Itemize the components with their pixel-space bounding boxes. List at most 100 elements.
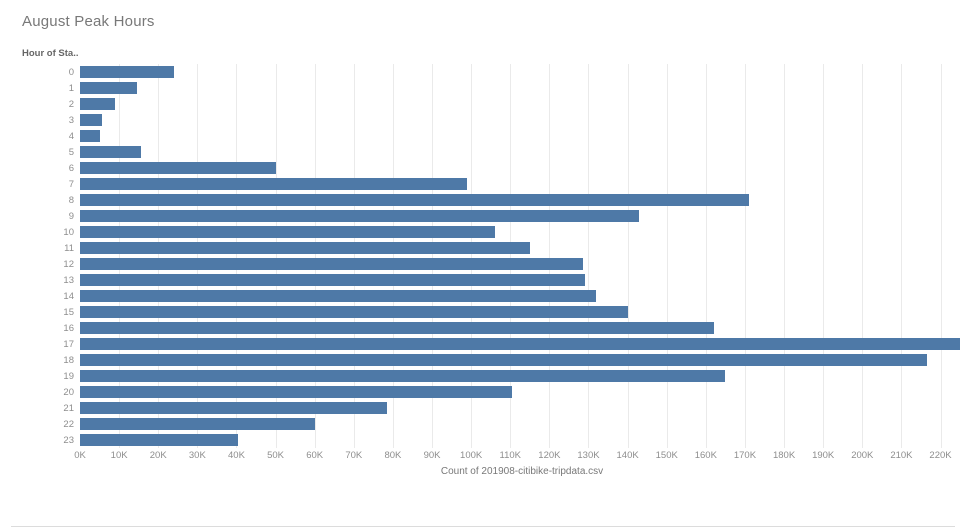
category-label-hour-3: 3 — [68, 115, 74, 126]
bar-hour-19[interactable] — [80, 370, 726, 382]
value-axis-tick-10K: 10K — [110, 450, 128, 461]
bar-hour-8[interactable] — [80, 194, 749, 206]
value-axis-tick-160K: 160K — [694, 450, 717, 461]
bar-hour-14[interactable] — [80, 290, 597, 302]
gridline-120K — [549, 64, 551, 448]
category-label-hour-18: 18 — [63, 355, 74, 366]
bar-hour-12[interactable] — [80, 258, 583, 270]
value-axis-tick-100K: 100K — [460, 450, 483, 461]
value-axis-tick-150K: 150K — [655, 450, 678, 461]
bar-hour-5[interactable] — [80, 146, 141, 158]
bar-hour-4[interactable] — [80, 130, 100, 142]
bar-hour-23[interactable] — [80, 434, 239, 446]
bar-hour-6[interactable] — [80, 162, 276, 174]
category-label-hour-1: 1 — [68, 83, 74, 94]
category-label-hour-23: 23 — [63, 435, 74, 446]
bar-row-hour-13: 13 — [63, 272, 964, 288]
value-axis-tick-130K: 130K — [577, 450, 600, 461]
bar-row-hour-10: 10 — [63, 224, 964, 240]
gridline-210K — [901, 64, 903, 448]
category-label-hour-8: 8 — [68, 195, 74, 206]
value-axis-tick-40K: 40K — [228, 450, 245, 461]
bar-row-hour-15: 15 — [63, 304, 964, 320]
value-axis-tick-90K: 90K — [423, 450, 441, 461]
bar-row-hour-18: 18 — [63, 352, 964, 368]
gridline-60K — [314, 64, 316, 448]
bar-row-hour-23: 23 — [63, 432, 964, 448]
category-label-hour-6: 6 — [68, 163, 74, 174]
category-label-hour-0: 0 — [68, 67, 74, 78]
bar-row-hour-17: 17 — [63, 336, 964, 352]
bar-hour-20[interactable] — [80, 386, 513, 398]
gridline-40K — [236, 64, 238, 448]
bar-hour-16[interactable] — [80, 322, 714, 334]
value-axis-tick-0K: 0K — [74, 450, 86, 461]
bar-hour-2[interactable] — [80, 98, 116, 110]
category-label-hour-17: 17 — [63, 339, 74, 350]
bottom-divider — [11, 526, 955, 527]
gridline-20K — [158, 64, 160, 448]
gridline-90K — [432, 64, 434, 448]
bar-hour-13[interactable] — [80, 274, 585, 286]
gridline-10K — [119, 64, 121, 448]
bar-hour-21[interactable] — [80, 402, 388, 414]
bar-row-hour-2: 2 — [69, 96, 964, 112]
bar-row-hour-9: 9 — [69, 208, 964, 224]
bar-row-hour-14: 14 — [63, 288, 964, 304]
category-label-hour-15: 15 — [63, 307, 74, 318]
bar-hour-9[interactable] — [80, 210, 640, 222]
value-axis-tick-110K: 110K — [499, 450, 521, 461]
gridline-220K — [940, 64, 942, 448]
category-label-hour-10: 10 — [63, 227, 74, 238]
category-label-hour-11: 11 — [64, 243, 74, 254]
bar-row-hour-4: 4 — [69, 128, 964, 144]
row-axis-header: Hour of Sta.. — [22, 48, 79, 59]
gridline-180K — [784, 64, 786, 448]
gridline-170K — [744, 64, 746, 448]
category-label-hour-21: 21 — [63, 403, 74, 414]
bar-hour-17[interactable] — [80, 338, 961, 350]
bar-hour-7[interactable] — [80, 178, 468, 190]
bar-hour-3[interactable] — [80, 114, 102, 126]
value-axis-tick-50K: 50K — [267, 450, 285, 461]
bar-row-hour-20: 20 — [63, 384, 964, 400]
value-axis-tick-20K: 20K — [149, 450, 167, 461]
gridline-110K — [510, 64, 512, 448]
value-axis-tick-120K: 120K — [538, 450, 561, 461]
bar-row-hour-16: 16 — [63, 320, 964, 336]
value-axis-tick-70K: 70K — [345, 450, 363, 461]
bar-row-hour-7: 7 — [69, 176, 964, 192]
bar-hour-15[interactable] — [80, 306, 628, 318]
gridline-190K — [823, 64, 825, 448]
bar-hour-22[interactable] — [80, 418, 315, 430]
category-label-hour-5: 5 — [68, 147, 74, 158]
value-axis-ticks: 0K 10K 20K 30K 40K 50K 60K 70K 80K 90K 100K 110K 120… — [74, 450, 964, 462]
gridline-70K — [353, 64, 355, 448]
gridline-80K — [392, 64, 394, 448]
gridlines-layer — [80, 64, 964, 448]
category-label-hour-7: 7 — [68, 179, 74, 190]
bar-row-hour-1: 1 — [69, 80, 964, 96]
value-axis-tick-80K: 80K — [384, 450, 402, 461]
bar-hour-10[interactable] — [80, 226, 495, 238]
bar-row-hour-11: 11 — [64, 240, 964, 256]
gridline-160K — [705, 64, 707, 448]
category-label-hour-22: 22 — [63, 419, 74, 430]
bar-hour-0[interactable] — [80, 66, 174, 78]
plot-area: 0 1 2 3 4 5 6 7 8 9 10 11 12 13 14 15 16 17 18 19 20 21 22 23 — [63, 64, 964, 448]
chart-title: August Peak Hours — [22, 13, 155, 30]
category-label-hour-14: 14 — [63, 291, 74, 302]
value-axis-tick-30K: 30K — [188, 450, 206, 461]
bar-row-hour-3: 3 — [69, 112, 964, 128]
bar-row-hour-12: 12 — [63, 256, 964, 272]
bar-hour-1[interactable] — [80, 82, 137, 94]
bar-row-hour-5: 5 — [69, 144, 964, 160]
category-label-hour-9: 9 — [68, 211, 74, 222]
bar-hour-18[interactable] — [80, 354, 927, 366]
category-label-hour-19: 19 — [63, 371, 74, 382]
value-axis-title: Count of 201908-citibike-tripdata.csv — [440, 466, 604, 477]
bar-hour-11[interactable] — [80, 242, 530, 254]
category-label-hour-13: 13 — [63, 275, 74, 286]
bar-row-hour-22: 22 — [63, 416, 964, 432]
value-axis-tick-170K: 170K — [733, 450, 757, 461]
